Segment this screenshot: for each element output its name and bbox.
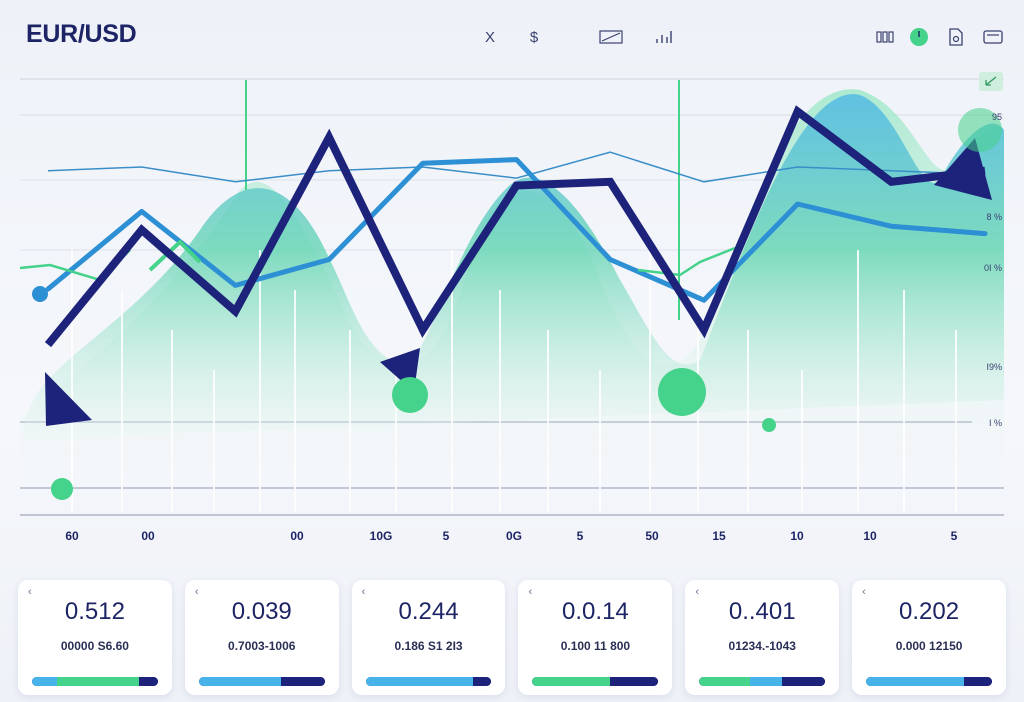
chart-svg (19, 72, 1004, 516)
data-point-circle (51, 478, 73, 500)
stat-subtitle: 0.000 12150 (895, 639, 963, 653)
x-tick-label: 00 (290, 529, 304, 543)
green-segment (637, 246, 736, 277)
trend-line-icon[interactable] (597, 26, 625, 48)
chevron-left-icon[interactable]: ‹ (528, 586, 533, 598)
x-tick-label: 15 (712, 529, 726, 543)
stat-value: 0.244 (398, 598, 459, 625)
arrow-head-right (934, 138, 992, 200)
progress-segment (964, 677, 992, 686)
stat-subtitle: 01234.-1043 (728, 639, 796, 653)
stat-card[interactable]: ‹ 0.202 0.000 12150 (852, 580, 1006, 695)
y-tick-label: 0I % (983, 263, 1002, 273)
volume-lines (71, 250, 957, 512)
progress-segment (782, 677, 826, 686)
x-tick-label: 5 (442, 529, 450, 543)
clock-icon[interactable] (907, 26, 931, 48)
chevron-left-icon[interactable]: ‹ (28, 586, 32, 598)
x-tick-label: 60 (65, 529, 79, 543)
chevron-left-icon[interactable]: ‹ (194, 586, 199, 598)
progress-segment (699, 677, 750, 686)
stat-card[interactable]: ‹ 0.244 0.186 S1 2I3 (351, 580, 506, 695)
progress-segment (138, 677, 158, 686)
series-mountain (25, 94, 1004, 440)
y-tick-label: I % (988, 418, 1002, 428)
expand-icon (985, 76, 997, 86)
chevron-left-icon[interactable]: ‹ (695, 586, 699, 598)
grid-icon[interactable] (873, 26, 897, 48)
stat-card[interactable]: ‹ 0.039 0.7003-1006 (184, 580, 339, 695)
x-tick-label: 10G (369, 529, 393, 543)
progress-segment (32, 677, 58, 686)
chevron-left-icon[interactable]: ‹ (361, 586, 366, 598)
stat-value: 0.512 (64, 598, 125, 625)
data-point-circle (958, 108, 1002, 152)
x-tick-label: 10 (790, 529, 804, 543)
arrow-head-left (45, 372, 92, 426)
series-main-line (44, 105, 986, 348)
data-point-circle (392, 377, 428, 413)
progress-segment (532, 677, 611, 686)
y-tick-label: 8 % (986, 212, 1002, 222)
chevron-left-icon[interactable]: ‹ (862, 586, 866, 598)
progress-segment (866, 677, 965, 686)
dollar-icon[interactable]: $ (529, 28, 539, 46)
stat-subtitle: 00000 S6.60 (60, 639, 129, 653)
stat-card[interactable]: ‹ 0..401 01234.-1043 (685, 580, 840, 695)
progress-segment (472, 677, 492, 686)
stat-cards: ‹ 0.512 00000 S6.60 ‹ 0.039 0.7003-1006 ‹ 0.244… (18, 580, 1006, 695)
y-tick-label: I9% (986, 362, 1002, 372)
stat-subtitle: 0.7003-1006 (228, 639, 296, 653)
x-tick-label: 50 (645, 529, 659, 543)
progress-segment (198, 677, 281, 686)
progress-segment (610, 677, 659, 686)
stat-value: 0.0.14 (562, 598, 629, 625)
stat-value: 0.039 (231, 598, 292, 625)
stat-progress-bar (866, 677, 992, 686)
progress-segment (749, 677, 783, 686)
stat-card[interactable]: ‹ 0.0.14 0.100 11 800 (518, 580, 673, 695)
y-tick-label: 95 (991, 112, 1002, 122)
series-light-line (45, 157, 988, 303)
wallet-icon[interactable] (981, 26, 1005, 48)
stat-subtitle: 0.100 11 800 (560, 639, 631, 653)
stat-progress-bar (365, 677, 492, 686)
series-noise-line (47, 151, 986, 183)
progress-segment (280, 677, 325, 686)
x-tick-label: 5 (950, 529, 958, 543)
x-tick-label: 5 (576, 529, 584, 543)
progress-segment (365, 677, 473, 686)
stat-value: 0.202 (899, 598, 960, 625)
x-tick-label: 00 (141, 529, 155, 543)
bar-chart-icon[interactable] (652, 26, 676, 48)
x-tick-label: 10 (863, 529, 877, 543)
stat-progress-bar (532, 677, 659, 686)
stat-subtitle: 0.186 S1 2I3 (394, 639, 463, 653)
green-segment (148, 239, 202, 272)
stat-progress-bar (32, 677, 158, 686)
data-point-circle (658, 368, 706, 416)
stat-progress-bar (198, 677, 325, 686)
stat-card[interactable]: ‹ 0.512 00000 S6.60 (18, 580, 172, 695)
x-tick-label: 0G (505, 529, 523, 543)
series-start-dot (32, 286, 48, 302)
data-point-circle (762, 418, 776, 432)
page-title: EUR/USD (26, 20, 137, 48)
stat-progress-bar (699, 677, 826, 686)
close-x-icon[interactable]: X (484, 28, 495, 46)
stat-value: 0..401 (728, 598, 796, 625)
file-icon[interactable] (944, 26, 968, 48)
progress-segment (57, 677, 139, 686)
